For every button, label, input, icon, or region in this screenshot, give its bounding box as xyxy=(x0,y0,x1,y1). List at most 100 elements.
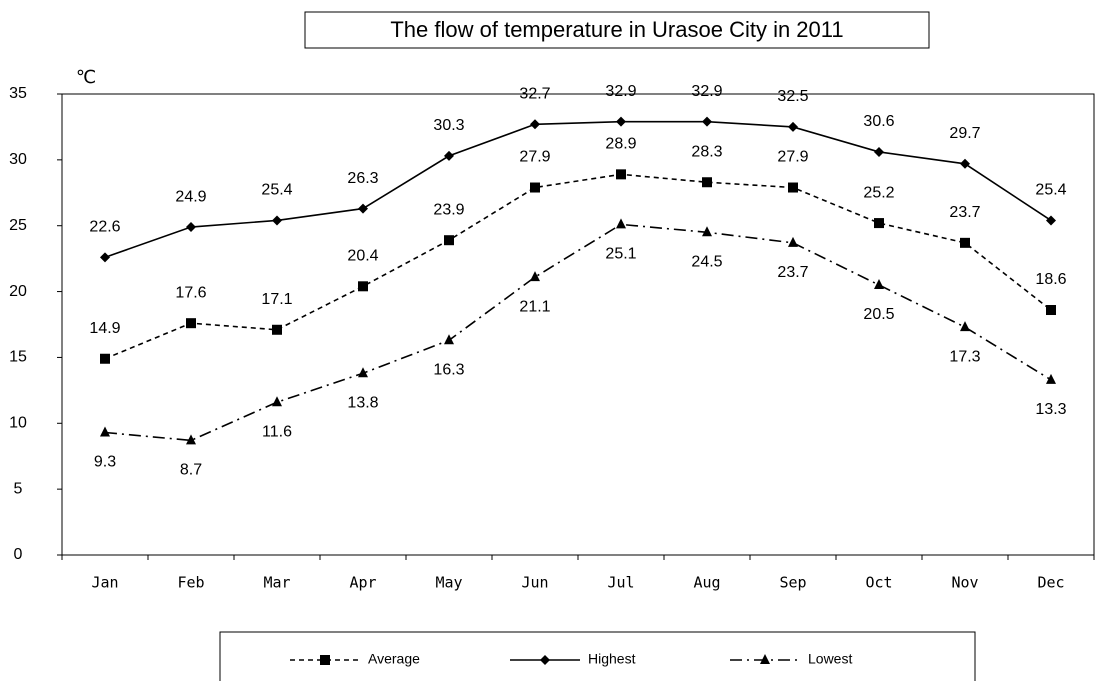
data-label: 24.9 xyxy=(175,188,206,205)
y-tick-label: 20 xyxy=(9,283,27,300)
x-tick-label: Jan xyxy=(91,574,118,592)
marker xyxy=(186,434,196,445)
x-tick-label: Sep xyxy=(779,574,806,592)
marker xyxy=(874,146,884,157)
marker xyxy=(530,271,540,282)
data-label: 13.3 xyxy=(1035,401,1066,418)
x-tick-label: Jun xyxy=(521,574,548,592)
legend-marker xyxy=(320,655,330,665)
data-label: 16.3 xyxy=(433,362,464,379)
data-label: 11.6 xyxy=(262,423,292,440)
marker xyxy=(358,367,368,378)
x-tick-label: Oct xyxy=(865,574,892,592)
chart-title: The flow of temperature in Urasoe City i… xyxy=(390,17,843,42)
data-label: 22.6 xyxy=(89,219,120,236)
x-tick-label: Mar xyxy=(263,574,290,592)
marker xyxy=(100,353,110,364)
data-label: 8.7 xyxy=(180,462,202,479)
legend-label: Average xyxy=(368,651,420,667)
y-axis-label: ℃ xyxy=(76,67,96,87)
data-label: 28.3 xyxy=(691,143,722,160)
marker xyxy=(530,182,540,193)
x-tick-label: Aug xyxy=(693,574,720,592)
x-tick-label: Jul xyxy=(607,574,634,592)
data-label: 27.9 xyxy=(777,149,808,166)
marker xyxy=(1046,305,1056,316)
marker xyxy=(788,236,798,247)
data-label: 32.9 xyxy=(605,83,636,100)
marker xyxy=(272,324,282,335)
data-label: 17.6 xyxy=(175,284,206,301)
series-line xyxy=(104,120,1052,259)
marker xyxy=(272,215,282,226)
marker xyxy=(616,218,626,229)
y-tick-label: 15 xyxy=(9,349,27,366)
data-label: 25.4 xyxy=(1035,182,1066,199)
data-label: 30.6 xyxy=(863,113,894,130)
data-label: 18.6 xyxy=(1035,271,1066,288)
marker xyxy=(874,218,884,229)
data-label: 17.3 xyxy=(949,348,980,365)
data-label: 32.9 xyxy=(691,83,722,100)
data-label: 27.9 xyxy=(519,149,550,166)
data-label: 23.7 xyxy=(777,264,808,281)
title-box xyxy=(304,11,930,49)
series-line xyxy=(104,223,1052,442)
marker xyxy=(100,252,110,263)
marker xyxy=(616,169,626,180)
marker xyxy=(788,182,798,193)
data-label: 20.5 xyxy=(863,306,894,323)
y-tick-label: 10 xyxy=(9,415,27,432)
marker xyxy=(444,150,454,161)
data-label: 25.1 xyxy=(605,246,636,263)
marker xyxy=(358,203,368,214)
data-label: 23.9 xyxy=(433,201,464,218)
legend-label: Highest xyxy=(588,651,636,667)
x-tick-label: Feb xyxy=(177,574,204,592)
marker xyxy=(702,177,712,188)
data-label: 25.4 xyxy=(261,182,292,199)
data-label: 32.5 xyxy=(777,88,808,105)
marker xyxy=(444,334,454,345)
data-label: 17.1 xyxy=(261,291,292,308)
y-tick-label: 25 xyxy=(9,217,27,234)
marker xyxy=(874,278,884,289)
marker xyxy=(960,321,970,332)
marker xyxy=(960,158,970,169)
marker xyxy=(186,318,196,329)
marker xyxy=(186,222,196,233)
x-tick-label: Dec xyxy=(1037,574,1064,592)
series-line xyxy=(104,173,1052,360)
y-tick-label: 0 xyxy=(14,546,23,563)
data-label: 30.3 xyxy=(433,117,464,134)
marker xyxy=(788,121,798,132)
data-label: 20.4 xyxy=(347,248,378,265)
marker xyxy=(100,426,110,437)
marker xyxy=(1046,373,1056,384)
data-label: 28.9 xyxy=(605,136,636,153)
marker xyxy=(616,116,626,127)
y-tick-label: 30 xyxy=(9,151,27,168)
marker xyxy=(272,396,282,407)
y-tick-label: 5 xyxy=(14,480,23,497)
marker xyxy=(358,281,368,292)
data-label: 29.7 xyxy=(949,125,980,142)
data-label: 14.9 xyxy=(89,320,120,337)
legend-box xyxy=(219,631,976,681)
x-tick-label: Nov xyxy=(951,574,978,592)
marker xyxy=(702,226,712,237)
legend-label: Lowest xyxy=(808,651,852,667)
data-label: 32.7 xyxy=(519,86,550,103)
data-label: 13.8 xyxy=(347,394,378,411)
legend-marker xyxy=(760,654,770,664)
x-tick-label: Apr xyxy=(349,574,376,592)
data-label: 24.5 xyxy=(691,254,722,271)
data-label: 21.1 xyxy=(519,298,550,315)
y-tick-label: 35 xyxy=(9,85,27,102)
marker xyxy=(702,116,712,127)
marker xyxy=(1046,215,1056,226)
data-label: 9.3 xyxy=(94,454,116,471)
marker xyxy=(444,235,454,246)
data-label: 23.7 xyxy=(949,204,980,221)
